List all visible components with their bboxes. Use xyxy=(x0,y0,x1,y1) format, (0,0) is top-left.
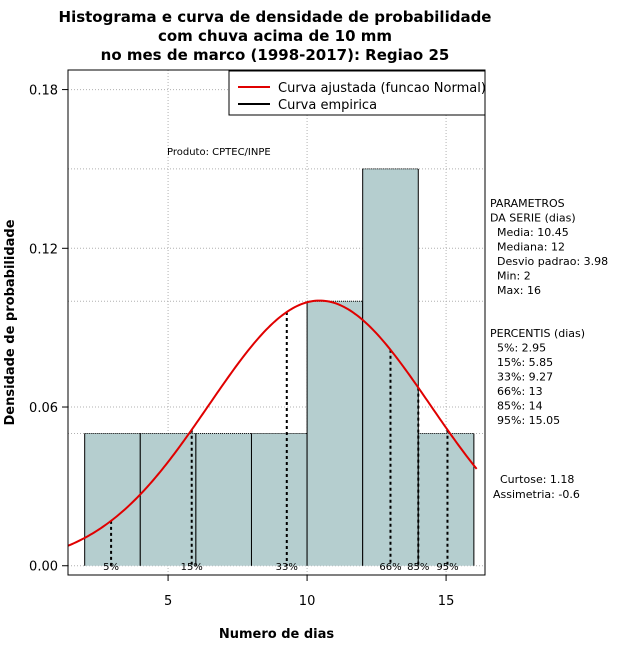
legend-entry: Curva ajustada (funcao Normal) xyxy=(278,81,486,96)
percentil-value: 33%: 9.27 xyxy=(497,371,553,384)
x-tick-label: 10 xyxy=(299,594,316,609)
percentil-value: 15%: 5.85 xyxy=(497,356,553,369)
x-axis-label: Numero de dias xyxy=(219,627,335,642)
plot-frame xyxy=(67,69,486,576)
statistics-panel: PARAMETROS DA SERIE (dias)Media: 10.45 Med… xyxy=(490,197,608,501)
percentile-label: 95% xyxy=(436,562,458,573)
title-line: com chuva acima de 10 mm xyxy=(158,27,392,45)
assimetria-value: Assimetria: -0.6 xyxy=(493,488,580,501)
y-tick-label: 0.00 xyxy=(29,560,58,575)
normal-curve-line xyxy=(67,299,478,547)
y-tick-label: 0.06 xyxy=(29,401,58,416)
title-line: Histograma e curva de densidade de proba… xyxy=(59,8,492,26)
percentile-label: 66% xyxy=(379,562,401,573)
histogram-bar xyxy=(251,433,308,566)
y-tick-label: 0.18 xyxy=(29,84,58,99)
normal-curve xyxy=(67,299,478,547)
parametro-value: Min: 2 xyxy=(497,270,531,283)
legend-box xyxy=(228,70,486,116)
axes: 5 10 15 0.00 0.06 0.12 0.18 Numero de dias Densi… xyxy=(3,69,486,642)
legend: Curva ajustada (funcao Normal) Curva empi… xyxy=(228,70,486,116)
x-tick-label: 15 xyxy=(438,594,455,609)
percentil-value: 66%: 13 xyxy=(497,385,543,398)
histogram-bar xyxy=(195,433,252,566)
annotations: Produto: CPTEC/INPE xyxy=(167,147,271,158)
histogram-bar xyxy=(418,433,474,566)
parametros-heading: PARAMETROS xyxy=(490,197,565,210)
parametros-heading: DA SERIE (dias) xyxy=(490,212,576,225)
percentil-value: 95%: 15.05 xyxy=(497,414,560,427)
percentile-label: 15% xyxy=(181,562,203,573)
histogram-bar xyxy=(140,433,196,566)
histogram-bar xyxy=(307,301,363,566)
y-tick-label: 0.12 xyxy=(29,242,58,257)
y-axis-label: Densidade de probabilidade xyxy=(3,219,18,425)
x-tick-label: 5 xyxy=(164,594,172,609)
percentile-lines: 5% 15% 33% 66% 85% 95% xyxy=(103,311,459,573)
percentil-value: 85%: 14 xyxy=(497,400,543,413)
histogram-bars xyxy=(84,168,475,566)
percentile-label: 85% xyxy=(407,562,429,573)
percentile-label: 5% xyxy=(103,562,119,573)
curtose-value: Curtose: 1.18 xyxy=(500,473,574,486)
percentil-value: 5%: 2.95 xyxy=(497,342,546,355)
legend-entry: Curva empirica xyxy=(278,98,377,113)
parametro-value: Max: 16 xyxy=(497,284,541,297)
percentile-label: 33% xyxy=(276,562,298,573)
parametro-value: Mediana: 12 xyxy=(497,241,565,254)
product-annotation: Produto: CPTEC/INPE xyxy=(167,147,271,158)
histogram-bar xyxy=(362,168,419,566)
histogram-bar xyxy=(84,433,141,566)
chart-title: Histograma e curva de densidade de proba… xyxy=(59,8,492,64)
title-line: no mes de marco (1998-2017): Regiao 25 xyxy=(101,46,450,64)
parametro-value: Media: 10.45 xyxy=(497,226,569,239)
parametro-value: Desvio padrao: 3.98 xyxy=(497,255,608,268)
percentis-heading: PERCENTIS (dias) xyxy=(490,327,585,340)
